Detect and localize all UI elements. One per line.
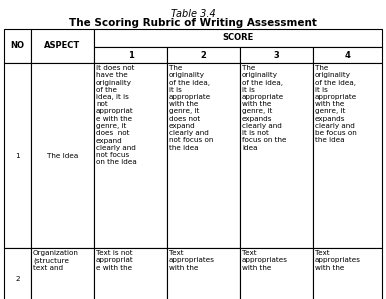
Text: The Idea: The Idea [47, 152, 78, 158]
Text: It does not
have the
originality
of the
idea, it is
not
appropriat
e with the
ge: It does not have the originality of the … [96, 65, 137, 165]
Text: ASPECT: ASPECT [44, 42, 81, 51]
Bar [94, 47, 167, 63]
Bar [94, 63, 167, 248]
Bar [240, 248, 313, 299]
Bar [240, 63, 313, 248]
Bar [31, 63, 94, 248]
Text: 2: 2 [15, 276, 20, 282]
Text: SCORE: SCORE [222, 33, 254, 42]
Text: Table 3.4: Table 3.4 [171, 9, 215, 19]
Bar [31, 248, 94, 299]
Text: Text is not
appropriat
e with the: Text is not appropriat e with the [96, 250, 134, 271]
Text: The
originality
of the idea,
it is
appropriate
with the
genre, it
expands
clearl: The originality of the idea, it is appro… [315, 65, 357, 144]
Bar [4, 63, 31, 248]
Bar [313, 63, 382, 248]
Text: Text
appropriates
with the: Text appropriates with the [242, 250, 288, 271]
Text: 4: 4 [345, 51, 350, 60]
Text: The
originality
of the idea,
it is
appropriate
with the
genre, it
expands
clearl: The originality of the idea, it is appro… [242, 65, 286, 151]
Text: 3: 3 [274, 51, 279, 60]
Bar [313, 248, 382, 299]
Text: NO: NO [10, 42, 24, 51]
Bar [167, 63, 240, 248]
Bar [31, 29, 94, 63]
Bar [4, 248, 31, 299]
Text: Organization
(structure
text and: Organization (structure text and [33, 250, 79, 271]
Bar [240, 47, 313, 63]
Bar [94, 248, 167, 299]
Bar [167, 47, 240, 63]
Bar [94, 29, 382, 47]
Text: 1: 1 [127, 51, 134, 60]
Bar [313, 47, 382, 63]
Text: The Scoring Rubric of Writing Assessment: The Scoring Rubric of Writing Assessment [69, 18, 317, 28]
Text: 2: 2 [201, 51, 207, 60]
Text: Text
appropriates
with the: Text appropriates with the [169, 250, 215, 271]
Text: The
originality
of the idea,
it is
appropriate
with the
genre, it
does not
expan: The originality of the idea, it is appro… [169, 65, 213, 151]
Text: 1: 1 [15, 152, 20, 158]
Bar [167, 248, 240, 299]
Bar [4, 29, 31, 63]
Text: Text
appropriates
with the: Text appropriates with the [315, 250, 361, 271]
